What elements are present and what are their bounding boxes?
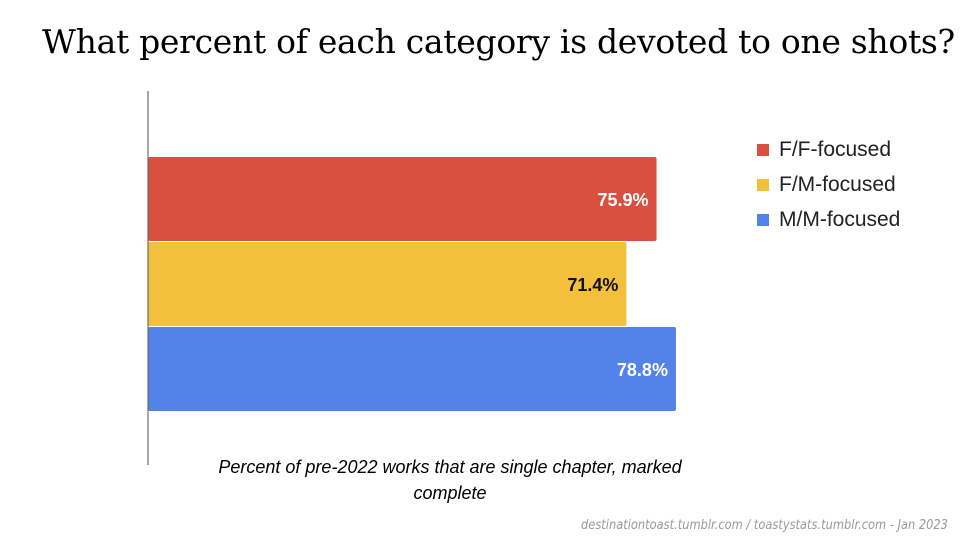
legend-item-f-f-focused: F/F-focused <box>757 132 900 167</box>
legend-label: F/M-focused <box>779 172 896 196</box>
legend-swatch <box>757 178 769 191</box>
bar-f-m-focused <box>148 242 627 326</box>
legend: F/F-focused F/M-focused M/M-focused <box>757 132 900 237</box>
legend-item-f-m-focused: F/M-focused <box>757 167 900 202</box>
chart-title: What percent of each category is devoted… <box>42 22 955 61</box>
bar-m-m-focused <box>148 327 676 411</box>
legend-item-m-m-focused: M/M-focused <box>757 202 900 237</box>
bar-value-label-f-f-focused: 75.9% <box>597 190 648 210</box>
bar-value-label-m-m-focused: 78.8% <box>617 360 668 380</box>
legend-label: M/M-focused <box>779 207 901 231</box>
legend-swatch <box>757 143 769 156</box>
bars-group: 75.9% 71.4% 78.8% <box>148 157 676 411</box>
footer-credit: destinationtoast.tumblr.com / toastystat… <box>581 518 948 533</box>
legend-label: F/F-focused <box>779 137 892 161</box>
bar-value-label-f-m-focused: 71.4% <box>567 275 618 295</box>
bar-f-f-focused <box>148 157 657 241</box>
legend-swatch <box>757 213 769 226</box>
chart-caption: Percent of pre-2022 works that are singl… <box>218 457 682 503</box>
